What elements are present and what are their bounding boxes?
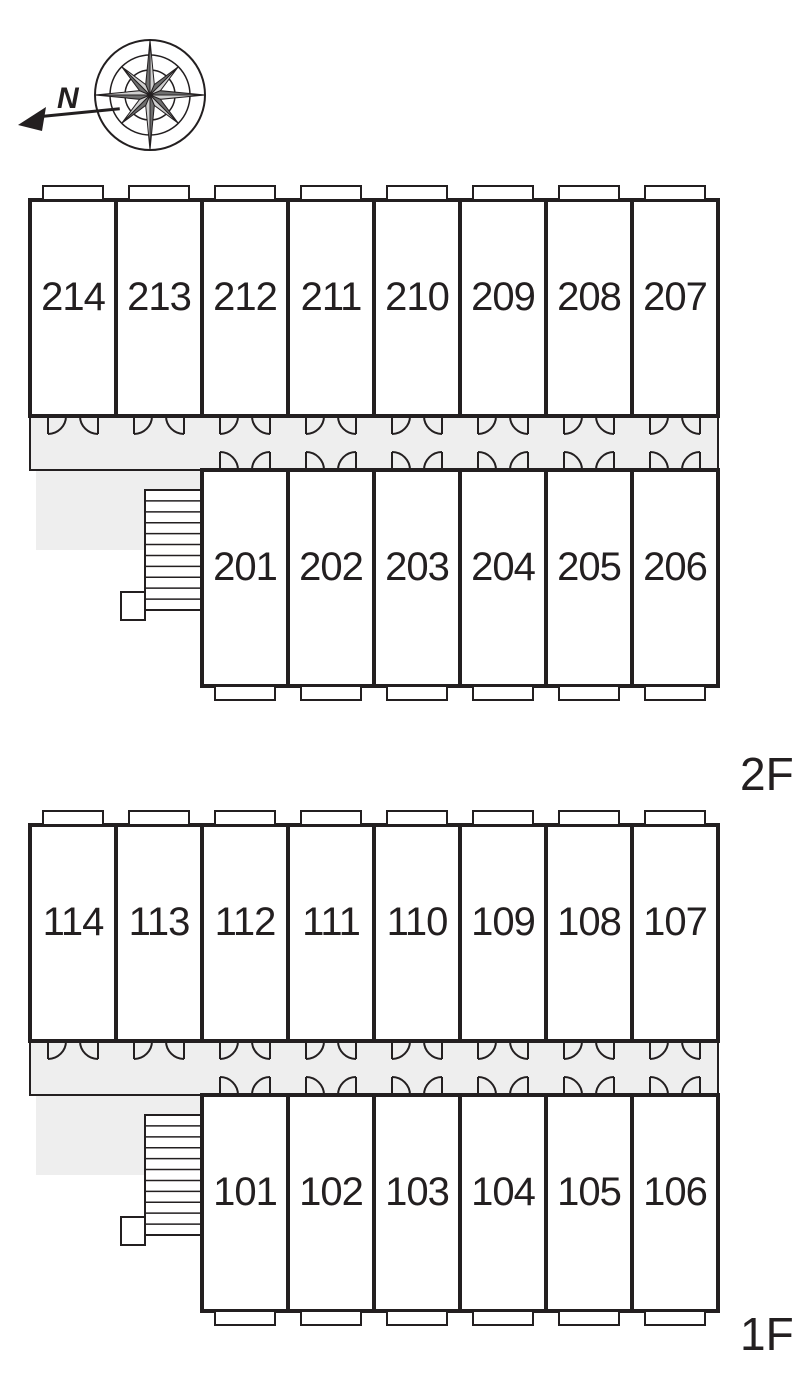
unit-103: 103 [374,1077,460,1325]
unit-label: 114 [43,900,105,944]
unit-206: 206 [632,452,718,700]
unit-112: 112 [202,811,288,1059]
unit-102: 102 [288,1077,374,1325]
unit-201: 201 [202,452,288,700]
unit-108: 108 [546,811,632,1059]
unit-label: 204 [471,545,535,589]
floor-1F: 114 113 112 111 110 109 108 107 101 102 103 104 105 1… [30,811,794,1360]
unit-label: 110 [387,900,448,944]
unit-107: 107 [632,811,718,1059]
balcony-tab [473,686,533,700]
stair [145,490,201,610]
balcony-tab [473,811,533,825]
unit-label: 108 [557,900,621,944]
stair [145,1115,201,1235]
unit-label: 208 [557,275,621,319]
unit-label: 205 [557,545,621,589]
balcony-tab [215,1311,275,1325]
balcony-tab [645,811,705,825]
balcony-tab [215,811,275,825]
balcony-tab [645,186,705,200]
unit-label: 106 [643,1170,707,1214]
balcony-tab [129,186,189,200]
unit-203: 203 [374,452,460,700]
balcony-tab [559,811,619,825]
balcony-tab [473,1311,533,1325]
unit-label: 212 [213,275,277,319]
unit-label: 112 [215,900,276,944]
balcony-tab [301,811,361,825]
unit-210: 210 [374,186,460,434]
floorplan-svg: N 214 213 212 211 210 209 208 207 201 202 203 204 205… [0,0,800,1373]
unit-113: 113 [116,811,202,1059]
unit-label: 203 [385,545,449,589]
balcony-tab [387,1311,447,1325]
compass-north-label: N [57,82,80,115]
unit-205: 205 [546,452,632,700]
unit-label: 109 [471,900,535,944]
balcony-tab [645,1311,705,1325]
balcony-tab [559,186,619,200]
balcony-tab [43,186,103,200]
unit-105: 105 [546,1077,632,1325]
unit-207: 207 [632,186,718,434]
unit-211: 211 [288,186,374,434]
unit-208: 208 [546,186,632,434]
unit-106: 106 [632,1077,718,1325]
unit-label: 213 [127,275,191,319]
unit-label: 105 [557,1170,621,1214]
balcony-tab [387,811,447,825]
unit-209: 209 [460,186,546,434]
unit-label: 214 [41,275,105,319]
unit-114: 114 [30,811,116,1059]
balcony-tab [301,686,361,700]
unit-label: 103 [385,1170,449,1214]
unit-label: 209 [471,275,535,319]
balcony-tab [473,186,533,200]
unit-label: 102 [299,1170,363,1214]
compass-rose: N [18,40,205,150]
balcony-tab [215,186,275,200]
unit-label: 101 [213,1170,277,1214]
unit-label: 206 [643,545,707,589]
floor-label: 1F [740,1308,794,1360]
balcony-tab [387,186,447,200]
balcony-tab [301,1311,361,1325]
unit-202: 202 [288,452,374,700]
balcony-tab [387,686,447,700]
unit-110: 110 [374,811,460,1059]
balcony-tab [645,686,705,700]
unit-label: 113 [129,900,190,944]
balcony-tab [43,811,103,825]
floor-label: 2F [740,748,794,800]
unit-109: 109 [460,811,546,1059]
balcony-tab [559,1311,619,1325]
unit-label: 211 [301,275,362,319]
balcony-tab [129,811,189,825]
unit-label: 107 [643,900,707,944]
unit-label: 111 [302,900,360,944]
balcony-tab [301,186,361,200]
unit-label: 201 [213,545,277,589]
balcony-tab [215,686,275,700]
unit-104: 104 [460,1077,546,1325]
unit-204: 204 [460,452,546,700]
unit-label: 210 [385,275,449,319]
unit-111: 111 [288,811,374,1059]
unit-212: 212 [202,186,288,434]
unit-label: 202 [299,545,363,589]
unit-101: 101 [202,1077,288,1325]
unit-214: 214 [30,186,116,434]
unit-label: 207 [643,275,707,319]
unit-label: 104 [471,1170,535,1214]
balcony-tab [559,686,619,700]
unit-213: 213 [116,186,202,434]
floor-2F: 214 213 212 211 210 209 208 207 201 202 203 204 205 2… [30,186,794,800]
